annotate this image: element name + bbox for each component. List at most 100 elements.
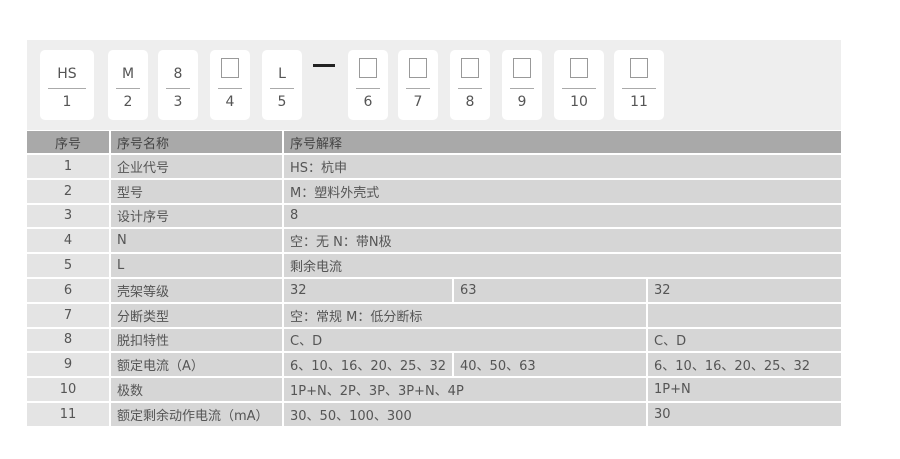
- row-name: L: [110, 253, 284, 279]
- divider: [48, 88, 86, 89]
- code-value: L: [278, 66, 286, 82]
- row-number: 4: [27, 228, 111, 255]
- divider: [166, 88, 190, 89]
- row-value: 30、50、100、300: [283, 401, 648, 428]
- code-box-10: 10: [554, 50, 604, 120]
- empty-square-icon: [630, 58, 648, 78]
- row-name: 企业代号: [110, 154, 284, 180]
- table-row: 11 额定剩余动作电流（mA） 30、50、100、300 30: [27, 401, 841, 428]
- code-position: 4: [225, 94, 235, 110]
- row-number: 7: [27, 302, 111, 329]
- placeholder-square-icon: [554, 58, 604, 82]
- placeholder-square-icon: [210, 58, 250, 82]
- code-position: 8: [465, 94, 475, 110]
- row-name: 极数: [110, 377, 284, 403]
- code-value: M: [121, 66, 135, 82]
- row-number: 9: [27, 352, 111, 379]
- empty-square-icon: [221, 58, 239, 78]
- divider: [510, 88, 534, 89]
- row-number: 10: [27, 377, 111, 403]
- code-position: 11: [630, 94, 648, 110]
- code-value: HS: [57, 66, 77, 82]
- header-explanation: 序号解释: [283, 131, 841, 155]
- row-name: 额定电流（A）: [110, 352, 284, 379]
- empty-square-icon: [359, 58, 377, 78]
- row-value: 32: [647, 277, 841, 304]
- divider: [270, 88, 294, 89]
- row-name: 脱扣特性: [110, 327, 284, 354]
- divider: [562, 88, 596, 89]
- code-position: 3: [173, 94, 183, 110]
- table-row: 3 设计序号 8: [27, 203, 841, 230]
- code-position: 2: [123, 94, 133, 110]
- row-value: 40、50、63: [453, 352, 648, 379]
- row-value: 32: [283, 277, 454, 304]
- divider: [356, 88, 380, 89]
- code-box-4: 4: [210, 50, 250, 120]
- empty-square-icon: [461, 58, 479, 78]
- row-name: 设计序号: [110, 203, 284, 230]
- row-name: 额定剩余动作电流（mA）: [110, 401, 284, 428]
- row-number: 11: [27, 401, 111, 428]
- row-value: 1P+N、2P、3P、3P+N、4P: [283, 377, 648, 403]
- row-name: N: [110, 228, 284, 255]
- table-row: 10 极数 1P+N、2P、3P、3P+N、4P 1P+N: [27, 377, 841, 403]
- placeholder-square-icon: [614, 58, 664, 82]
- code-box-1: HS 1: [40, 50, 94, 120]
- code-position: 10: [570, 94, 588, 110]
- empty-square-icon: [570, 58, 588, 78]
- code-box-6: 6: [348, 50, 388, 120]
- placeholder-square-icon: [398, 58, 438, 82]
- row-name: 分断类型: [110, 302, 284, 329]
- row-name: 型号: [110, 178, 284, 205]
- row-value: C、D: [647, 327, 841, 354]
- row-value: 6、10、16、20、25、32: [647, 352, 841, 379]
- row-value: 6、10、16、20、25、32: [283, 352, 454, 379]
- code-box-11: 11: [614, 50, 664, 120]
- row-number: 8: [27, 327, 111, 354]
- row-number: 5: [27, 253, 111, 279]
- row-value: 剩余电流: [283, 253, 841, 279]
- empty-square-icon: [409, 58, 427, 78]
- row-value: 空：常规 M：低分断标: [283, 302, 648, 329]
- row-number: 2: [27, 178, 111, 205]
- row-value: 空：无 N：带N极: [283, 228, 841, 255]
- row-number: 3: [27, 203, 111, 230]
- header-name: 序号名称: [110, 131, 284, 155]
- row-value: 1P+N: [647, 377, 841, 403]
- table-row: 9 额定电流（A） 6、10、16、20、25、32 40、50、63 6、10、16、…: [27, 352, 841, 379]
- row-number: 1: [27, 154, 111, 180]
- code-position: 1: [62, 94, 72, 110]
- row-value: 30: [647, 401, 841, 428]
- table-header-row: 序号 序号名称 序号解释: [27, 131, 841, 155]
- code-position: 6: [363, 94, 373, 110]
- divider: [622, 88, 656, 89]
- divider: [458, 88, 482, 89]
- header-no: 序号: [27, 131, 111, 155]
- code-box-8: 8: [450, 50, 490, 120]
- code-separator-dash: [313, 64, 335, 67]
- code-position: 5: [277, 94, 287, 110]
- table-row: 6 壳架等级 32 63 32: [27, 277, 841, 304]
- code-position: 9: [517, 94, 527, 110]
- divider: [406, 88, 430, 89]
- placeholder-square-icon: [450, 58, 490, 82]
- empty-square-icon: [513, 58, 531, 78]
- code-value: 8: [173, 66, 183, 82]
- table-row: 1 企业代号 HS：杭申: [27, 154, 841, 180]
- row-value: HS：杭申: [283, 154, 841, 180]
- row-value: 63: [453, 277, 648, 304]
- row-value: M：塑料外壳式: [283, 178, 841, 205]
- table-row: 7 分断类型 空：常规 M：低分断标: [27, 302, 841, 329]
- table-row: 2 型号 M：塑料外壳式: [27, 178, 841, 205]
- table-row: 8 脱扣特性 C、D C、D: [27, 327, 841, 354]
- table-row: 5 L 剩余电流: [27, 253, 841, 279]
- divider: [116, 88, 140, 89]
- model-spec-table: 序号 序号名称 序号解释 1 企业代号 HS：杭申 2 型号 M：塑料外壳式 3 设计序号 8 4…: [27, 131, 841, 428]
- row-value: [647, 302, 841, 329]
- placeholder-square-icon: [348, 58, 388, 82]
- divider: [218, 88, 242, 89]
